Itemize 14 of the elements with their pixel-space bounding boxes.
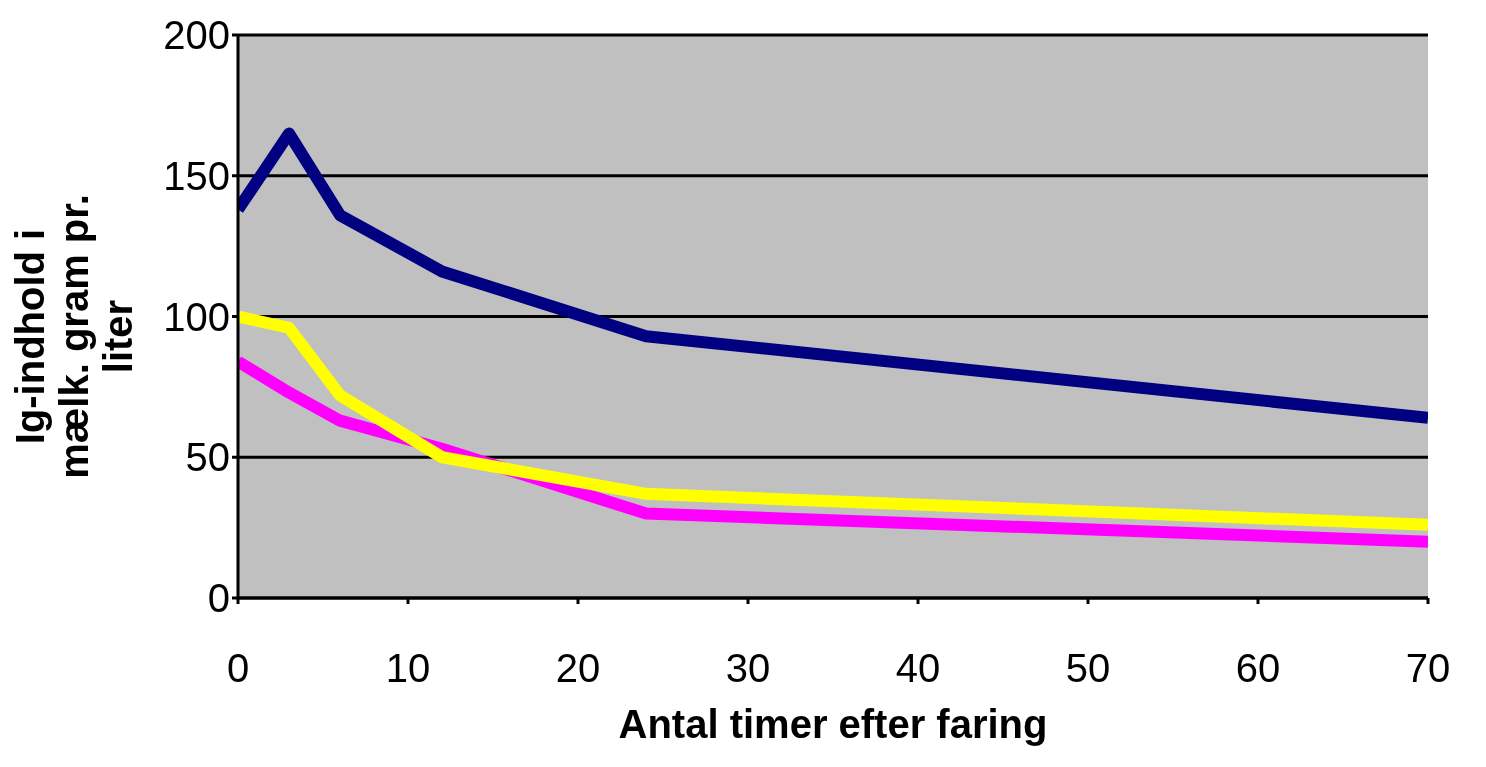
y-axis-title: Ig-indhold i mælk. gram pr. liter [8, 194, 140, 479]
y-tick-label: 100 [163, 294, 230, 339]
x-tick-label: 10 [385, 646, 431, 691]
x-tick-label: 20 [555, 646, 601, 691]
x-tick-label: 40 [895, 646, 941, 691]
x-tick-label: 70 [1405, 646, 1451, 691]
x-axis-title: Antal timer efter faring [618, 702, 1048, 746]
x-tick-label: 30 [725, 646, 771, 691]
y-tick-label: 200 [163, 13, 230, 58]
x-tick-label: 50 [1065, 646, 1111, 691]
y-tick-label: 50 [185, 435, 230, 480]
x-tick-label: 60 [1235, 646, 1281, 691]
y-tick-label: 150 [163, 153, 230, 198]
y-tick-label: 0 [207, 576, 230, 621]
